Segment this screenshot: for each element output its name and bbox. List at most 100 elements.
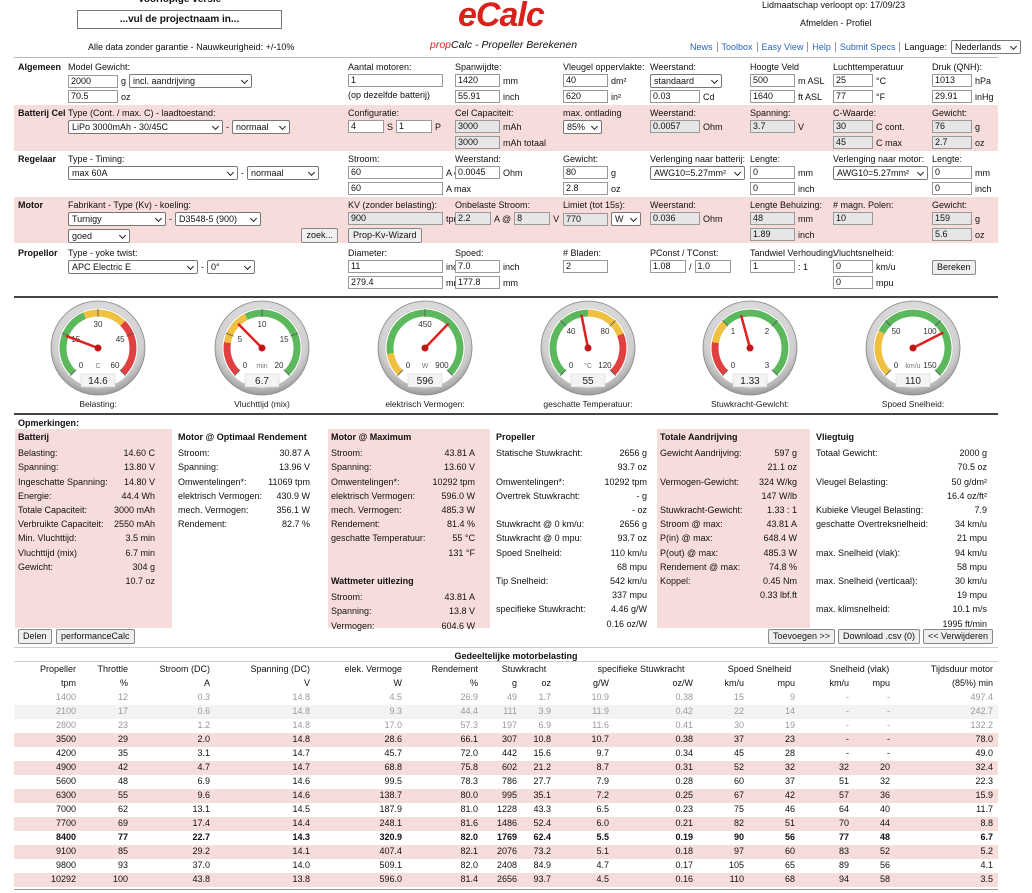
- dropdown[interactable]: Turnigy: [68, 212, 166, 226]
- dropdown[interactable]: 0°: [207, 260, 255, 274]
- text-input[interactable]: 0.03: [650, 90, 700, 103]
- text-input[interactable]: 620: [563, 90, 608, 103]
- gauge-tick: [119, 369, 126, 376]
- text-input[interactable]: 0: [932, 182, 972, 195]
- nav-link[interactable]: News: [690, 42, 713, 52]
- text-input[interactable]: 7.0: [455, 260, 500, 273]
- gauge-tick-label: 450: [418, 320, 432, 329]
- table-cell: 14.1: [292, 846, 310, 856]
- text-input[interactable]: 2: [563, 260, 608, 273]
- text-input[interactable]: 70.5: [68, 90, 118, 103]
- table-cell: 17.4: [192, 818, 210, 828]
- text-input[interactable]: 2.8: [563, 182, 608, 195]
- result-value: 14.80 V: [123, 476, 155, 487]
- table-cell: 23: [784, 734, 795, 744]
- text-input[interactable]: 0: [750, 182, 795, 195]
- text-input[interactable]: 11: [348, 260, 443, 273]
- button[interactable]: Prop-Kv-Wizard: [348, 228, 422, 243]
- table-cell: 602: [501, 762, 517, 772]
- text-input[interactable]: 1: [348, 74, 443, 87]
- gauge-tick-label: 0: [79, 361, 84, 370]
- dropdown[interactable]: D3548-5 (900): [175, 212, 261, 226]
- dropdown[interactable]: 85%: [563, 120, 602, 134]
- text-input[interactable]: 1: [750, 260, 795, 273]
- text-input[interactable]: 4: [348, 120, 384, 133]
- table-cell: 32: [879, 776, 890, 786]
- account-links[interactable]: Afmelden - Profiel: [800, 18, 872, 28]
- button[interactable]: Delen: [18, 629, 52, 644]
- dropdown[interactable]: AWG10=5.27mm²: [650, 166, 745, 180]
- text-input[interactable]: 279.4: [348, 276, 443, 289]
- button[interactable]: Toevoegen >>: [767, 629, 835, 644]
- readonly-field: 5.6: [932, 228, 972, 241]
- dropdown[interactable]: APC Electric E: [68, 260, 198, 274]
- text-input[interactable]: 0.0045: [455, 166, 500, 179]
- table-cell: 1486: [496, 818, 517, 828]
- nav-link[interactable]: Toolbox: [716, 42, 757, 52]
- result-label: specifieke Stuwkracht:: [496, 604, 586, 615]
- result-value: 55 °C: [452, 533, 475, 544]
- language-select[interactable]: Nederlands: [951, 40, 1021, 54]
- field-label: Vleugel oppervlakte:: [563, 62, 645, 72]
- text-input[interactable]: 0: [833, 276, 873, 289]
- table-cell: 81.4: [460, 874, 478, 884]
- button[interactable]: performanceCalc: [56, 629, 135, 644]
- table-cell: 320.9: [379, 832, 402, 842]
- field-line: 10: [833, 212, 873, 225]
- table-cell: 4.5: [389, 692, 402, 702]
- button[interactable]: << Verwijderen: [922, 629, 993, 644]
- text-input[interactable]: 500: [750, 74, 795, 87]
- table-cell: 70: [838, 818, 849, 828]
- button[interactable]: Download .csv (0): [837, 629, 920, 644]
- result-label: mech. Vermogen:: [331, 505, 402, 515]
- text-input[interactable]: 25: [833, 74, 873, 87]
- text-input[interactable]: 2000: [68, 74, 118, 88]
- text-input[interactable]: 55.91: [455, 90, 500, 103]
- text-input[interactable]: 0: [833, 260, 873, 273]
- text-input[interactable]: 1: [396, 120, 433, 133]
- project-name-input[interactable]: ...vul de projectnaam in...: [77, 10, 282, 29]
- result-value: 2656 g: [619, 448, 647, 459]
- text-input[interactable]: 1.08: [650, 260, 686, 273]
- gauge-zone: [59, 312, 87, 376]
- dropdown[interactable]: incl. aandrijving: [129, 74, 253, 88]
- dropdown[interactable]: LiPo 3000mAh - 30/45C: [68, 120, 223, 134]
- nav-link[interactable]: Submit Specs: [834, 42, 900, 52]
- table-row: [14, 705, 998, 719]
- text-input[interactable]: 0: [932, 166, 972, 179]
- table-cell: 6.0: [596, 818, 609, 828]
- text-input[interactable]: 1420: [455, 74, 500, 87]
- text-input[interactable]: 77: [833, 90, 873, 103]
- text-input[interactable]: 29.91: [932, 90, 972, 103]
- field-label: Model Gewicht:: [68, 62, 131, 72]
- text-input[interactable]: 177.8: [455, 276, 500, 289]
- dropdown[interactable]: W: [611, 212, 641, 226]
- text-input[interactable]: 0: [750, 166, 795, 179]
- dropdown[interactable]: standaard: [650, 74, 723, 88]
- table-cell: 32: [838, 762, 849, 772]
- dropdown[interactable]: goed: [68, 228, 130, 243]
- text-input[interactable]: 60: [348, 166, 443, 179]
- table-cell: 28.6: [384, 734, 402, 744]
- dropdown[interactable]: normaal: [247, 166, 319, 180]
- dropdown[interactable]: max 60A: [68, 166, 238, 180]
- gauge-tick-label: 15: [280, 335, 289, 344]
- text-input[interactable]: 1013: [932, 74, 972, 87]
- nav-link[interactable]: Help: [807, 42, 835, 52]
- table-cell: 60: [784, 846, 795, 856]
- text-input[interactable]: 80: [563, 166, 608, 179]
- result-label: Omwentelingen*:: [178, 476, 247, 487]
- dropdown[interactable]: AWG10=5.27mm²: [833, 166, 928, 180]
- table-cell: 10.8: [533, 734, 551, 744]
- dropdown[interactable]: normaal: [232, 120, 290, 134]
- nav-link[interactable]: Easy View: [756, 42, 808, 52]
- text-input[interactable]: 60: [348, 182, 443, 195]
- section-title: Batterij: [18, 432, 50, 442]
- text-input[interactable]: 40: [563, 74, 608, 87]
- button[interactable]: zoek...: [301, 228, 338, 243]
- gauge-value: 14.6: [88, 376, 108, 387]
- button[interactable]: Bereken: [932, 260, 976, 275]
- text-input[interactable]: 1.0: [694, 260, 731, 273]
- text-input[interactable]: 1640: [750, 90, 795, 103]
